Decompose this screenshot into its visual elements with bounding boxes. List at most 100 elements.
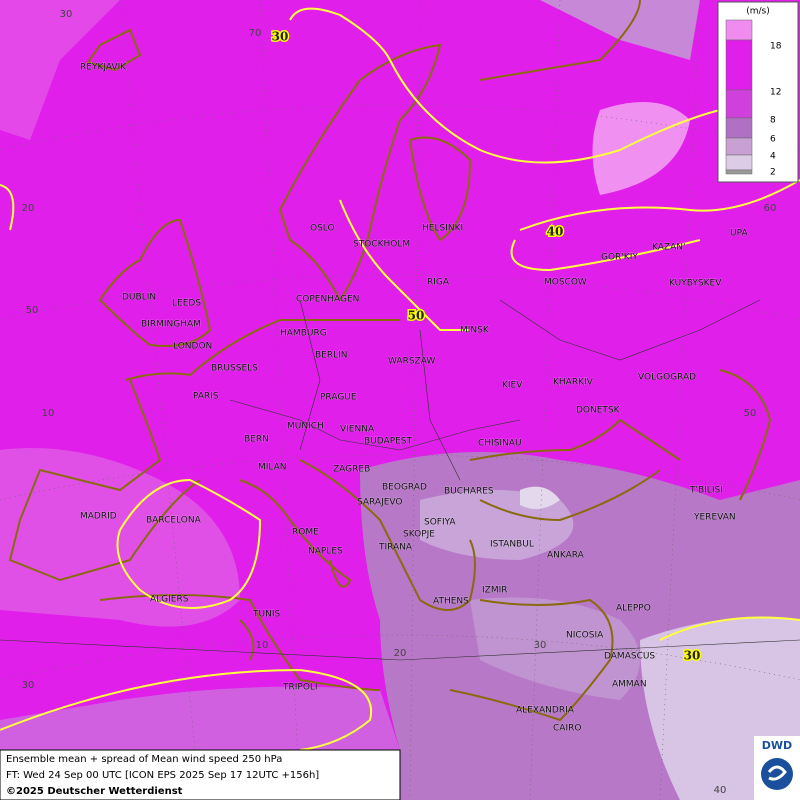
city-label: YEREVAN xyxy=(693,513,736,523)
city-label: NAPLES xyxy=(308,547,343,557)
city-label: KHARKIV xyxy=(553,378,594,388)
borders xyxy=(0,299,800,661)
grid-label: 20 xyxy=(22,203,35,214)
logo-swirl xyxy=(767,765,787,781)
logo-text: DWD xyxy=(762,739,792,752)
city-label: STOCKHOLM xyxy=(353,240,410,250)
city-label: TUNIS xyxy=(252,610,280,620)
city-label: MOSCOW xyxy=(544,278,587,288)
footer-forecast: FT: Wed 24 Sep 00 UTC [ICON EPS 2025 Sep… xyxy=(6,770,319,781)
grid-label: 30 xyxy=(534,640,547,651)
city-label: BRUSSELS xyxy=(211,364,258,374)
city-label: BEOGRAD xyxy=(382,483,427,493)
grid-label: 50 xyxy=(744,408,757,419)
city-label: ISTANBUL xyxy=(490,540,534,550)
city-label: ATHENS xyxy=(433,597,469,607)
city-label: PRAGUE xyxy=(320,393,357,403)
legend-bars: 18 12 8 6 4 2 xyxy=(725,19,782,178)
city-label: BUCHARES xyxy=(444,487,494,497)
city-label: IZMIR xyxy=(482,586,508,596)
footer-title: Ensemble mean + spread of Mean wind spee… xyxy=(6,754,282,765)
city-label: HELSINKI xyxy=(422,224,463,234)
footer-copyright: ©2025 Deutscher Wetterdienst xyxy=(6,786,183,797)
city-label: ALEPPO xyxy=(616,604,651,614)
city-label: HAMBURG xyxy=(280,329,327,339)
city-label: KUYBYSKEV xyxy=(669,279,722,289)
city-label: MADRID xyxy=(80,512,117,522)
city-label: TRIPOLI xyxy=(282,683,318,693)
city-label: WARSZAW xyxy=(388,357,435,367)
grid-label: 40 xyxy=(714,785,727,796)
grid-label: 60 xyxy=(764,203,777,214)
city-label: ANKARA xyxy=(547,551,585,561)
city-label: BARCELONA xyxy=(146,516,202,526)
city-label: GOR'KIY xyxy=(601,253,638,263)
grid-label: 50 xyxy=(26,305,39,316)
city-label: NICOSIA xyxy=(566,631,604,641)
city-label: T'BILISI xyxy=(689,486,723,496)
legend-swatch xyxy=(725,154,753,171)
contour-label: 30 xyxy=(272,30,289,44)
city-label: SOFIYA xyxy=(424,518,456,528)
contour-lines xyxy=(0,7,800,751)
city-label: DAMASCUS xyxy=(604,652,655,662)
legend-label: 18 xyxy=(770,42,782,52)
legend-label: 4 xyxy=(770,152,776,162)
city-label: PARIS xyxy=(193,392,219,402)
city-label: VIENNA xyxy=(340,425,375,435)
city-label: VOLGOGRAD xyxy=(638,373,696,383)
city-label: ALGIERS xyxy=(150,595,189,605)
city-label: COPENHAGEN xyxy=(296,295,359,305)
contour-label: 50 xyxy=(408,309,425,323)
city-label: KIEV xyxy=(502,381,523,391)
grid-label: 10 xyxy=(256,640,269,651)
city-label: AMMAN xyxy=(612,680,647,690)
legend-label: 2 xyxy=(770,168,776,178)
legend-swatch xyxy=(725,117,753,139)
legend-swatch xyxy=(725,39,753,91)
city-label: UPA xyxy=(730,229,748,239)
city-label: BIRMINGHAM xyxy=(141,320,201,330)
city-label: CAIRO xyxy=(553,724,581,734)
legend-swatch xyxy=(725,137,753,156)
city-label: DUBLIN xyxy=(122,293,156,303)
legend-label: 12 xyxy=(770,88,781,98)
city-label: LEEDS xyxy=(172,299,201,309)
city-label: CHISINAU xyxy=(478,439,522,449)
grid-label: 20 xyxy=(394,648,407,659)
logo-mark xyxy=(761,758,793,790)
legend-label: 6 xyxy=(770,135,776,145)
city-label: DONETSK xyxy=(576,406,621,416)
city-label: MILAN xyxy=(258,463,287,473)
city-label: ALEXANDRIA xyxy=(516,706,575,716)
city-label: ROME xyxy=(292,528,319,538)
city-label: TIRANA xyxy=(378,543,413,553)
city-label: REYKJAVIK xyxy=(80,63,127,73)
grid-label: 30 xyxy=(60,9,73,20)
city-label: BUDAPEST xyxy=(364,437,413,447)
grid-label: 70 xyxy=(249,28,262,39)
city-label: KAZAN' xyxy=(652,243,685,253)
contour-label: 40 xyxy=(547,225,564,239)
city-label: MINSK xyxy=(460,326,490,336)
city-label: OSLO xyxy=(310,224,335,234)
legend-swatch xyxy=(725,19,753,41)
city-label: BERLIN xyxy=(315,351,348,361)
labels: REYKJAVIK OSLO STOCKHOLM HELSINKI RIGA DUBLIN… xyxy=(22,9,777,796)
contour-label: 30 xyxy=(684,649,701,663)
grid-label: 10 xyxy=(42,408,55,419)
city-label: SARAJEVO xyxy=(357,498,403,508)
city-label: SKOPJE xyxy=(403,530,435,540)
legend-swatch xyxy=(725,169,753,175)
legend-swatch xyxy=(725,89,753,119)
city-label: LONDON xyxy=(173,342,212,352)
city-label: MUNICH xyxy=(287,422,324,432)
legend-label: 8 xyxy=(770,116,776,126)
city-label: RIGA xyxy=(427,278,450,288)
city-label: BERN xyxy=(244,435,269,445)
city-label: ZAGREB xyxy=(333,465,370,475)
grid-label: 30 xyxy=(22,680,35,691)
